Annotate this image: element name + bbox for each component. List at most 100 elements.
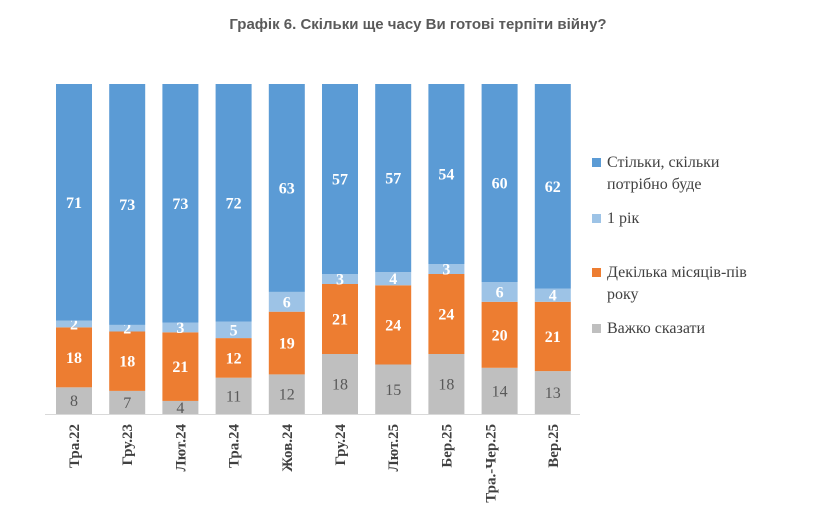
- data-label: 3: [442, 262, 450, 279]
- data-label: 21: [172, 359, 188, 376]
- bar-segment: [481, 301, 518, 368]
- bar-segment: [322, 354, 358, 414]
- data-label: 18: [119, 354, 135, 371]
- data-label: 11: [226, 388, 241, 405]
- bar-segment: [268, 311, 305, 375]
- data-label: 24: [385, 317, 401, 334]
- x-tick-label: Тра.22: [67, 424, 83, 468]
- data-label: 19: [279, 336, 295, 353]
- x-tick-label: Бер.25: [439, 424, 455, 468]
- bar-segment: [215, 84, 252, 322]
- data-label: 12: [279, 387, 295, 404]
- data-label: 15: [385, 382, 401, 399]
- bar-segment: [534, 84, 571, 289]
- bar-segment: [322, 84, 358, 274]
- data-label: 73: [172, 196, 188, 213]
- x-tick-label: Тра.24: [227, 424, 243, 469]
- legend-swatch: [592, 158, 601, 167]
- bar-segment: [215, 338, 252, 378]
- data-label: 2: [70, 317, 78, 334]
- data-label: 20: [492, 327, 508, 344]
- x-tick-label: Лют.24: [173, 424, 189, 472]
- data-label: 18: [66, 350, 82, 367]
- data-label: 62: [545, 179, 561, 196]
- bar-segment: [428, 274, 465, 354]
- data-label: 63: [279, 180, 295, 197]
- data-label: 24: [438, 307, 454, 324]
- x-tick-label: Тра.-Чер.25: [484, 424, 500, 503]
- legend-swatch: [592, 214, 601, 223]
- bar-segment: [375, 272, 412, 286]
- bar-segment: [268, 291, 305, 312]
- bar-segment: [109, 324, 146, 332]
- bar-segment: [162, 84, 199, 323]
- legend-swatch: [592, 324, 601, 333]
- data-label: 60: [492, 176, 508, 193]
- bar-segment: [56, 84, 92, 321]
- data-label: 4: [549, 288, 557, 305]
- data-label: 73: [119, 197, 135, 214]
- bar-segment: [375, 285, 412, 365]
- bar-segment: [56, 387, 92, 414]
- data-label: 54: [438, 167, 454, 184]
- bar-segment: [534, 288, 571, 302]
- bar-segment: [162, 332, 199, 401]
- x-tick-label: Жов.24: [280, 424, 296, 472]
- bar-segment: [322, 284, 358, 354]
- data-label: 4: [389, 271, 397, 288]
- data-label: 71: [66, 195, 82, 212]
- data-label: 12: [226, 350, 242, 367]
- x-tick-label: Вер.25: [546, 424, 562, 468]
- data-label: 5: [230, 322, 238, 339]
- data-label: 6: [496, 284, 504, 301]
- x-tick-label: Гру.23: [120, 424, 136, 466]
- bar-segment: [268, 374, 305, 414]
- data-label: 6: [283, 294, 291, 311]
- data-label: 4: [176, 400, 184, 417]
- legend-label: Стільки, скільки потрібно буде: [607, 154, 720, 193]
- bar-segment: [109, 390, 146, 414]
- bar-segment: [481, 84, 518, 282]
- bar-segment: [322, 274, 358, 284]
- bar-segment: [428, 264, 465, 274]
- data-label: 2: [123, 321, 131, 338]
- x-tick-label: Лют.25: [386, 424, 402, 471]
- data-label: 21: [545, 329, 561, 346]
- legend-label: Декілька місяців-пів року: [607, 264, 747, 303]
- bar-segment: [428, 354, 465, 414]
- legend-swatch: [592, 268, 601, 277]
- data-label: 21: [332, 312, 348, 329]
- data-label: 3: [176, 320, 184, 337]
- data-label: 57: [385, 171, 401, 188]
- bar-segment: [268, 84, 305, 292]
- chart-title: Графік 6. Скільки ще часу Ви готові терп…: [229, 16, 607, 33]
- data-label: 13: [545, 385, 561, 402]
- data-label: 18: [332, 377, 348, 394]
- bar-segment: [109, 84, 146, 325]
- bar-segment: [162, 400, 199, 414]
- bar-segment: [56, 327, 92, 388]
- bar-segment: [534, 301, 571, 372]
- bar-segment: [215, 377, 252, 414]
- data-label: 57: [332, 172, 348, 189]
- data-label: 8: [70, 393, 78, 410]
- bar-segment: [215, 321, 252, 339]
- bar-segment: [534, 371, 571, 414]
- data-label: 18: [438, 377, 454, 394]
- data-label: 7: [123, 395, 131, 412]
- bar-segment: [375, 84, 412, 273]
- data-label: 14: [492, 383, 508, 400]
- bar-segment: [162, 322, 199, 333]
- legend-label: 1 рік: [607, 210, 639, 227]
- bar-segment: [56, 320, 92, 328]
- data-label: 72: [226, 195, 242, 212]
- bar-segment: [109, 331, 146, 391]
- bar-segment: [375, 364, 412, 414]
- bar-segment: [481, 367, 518, 414]
- bar-segment: [481, 282, 518, 302]
- data-label: 3: [336, 272, 344, 289]
- x-tick-label: Гру.24: [333, 424, 349, 466]
- legend-label: Важко сказати: [607, 320, 706, 337]
- bar-segment: [428, 84, 465, 264]
